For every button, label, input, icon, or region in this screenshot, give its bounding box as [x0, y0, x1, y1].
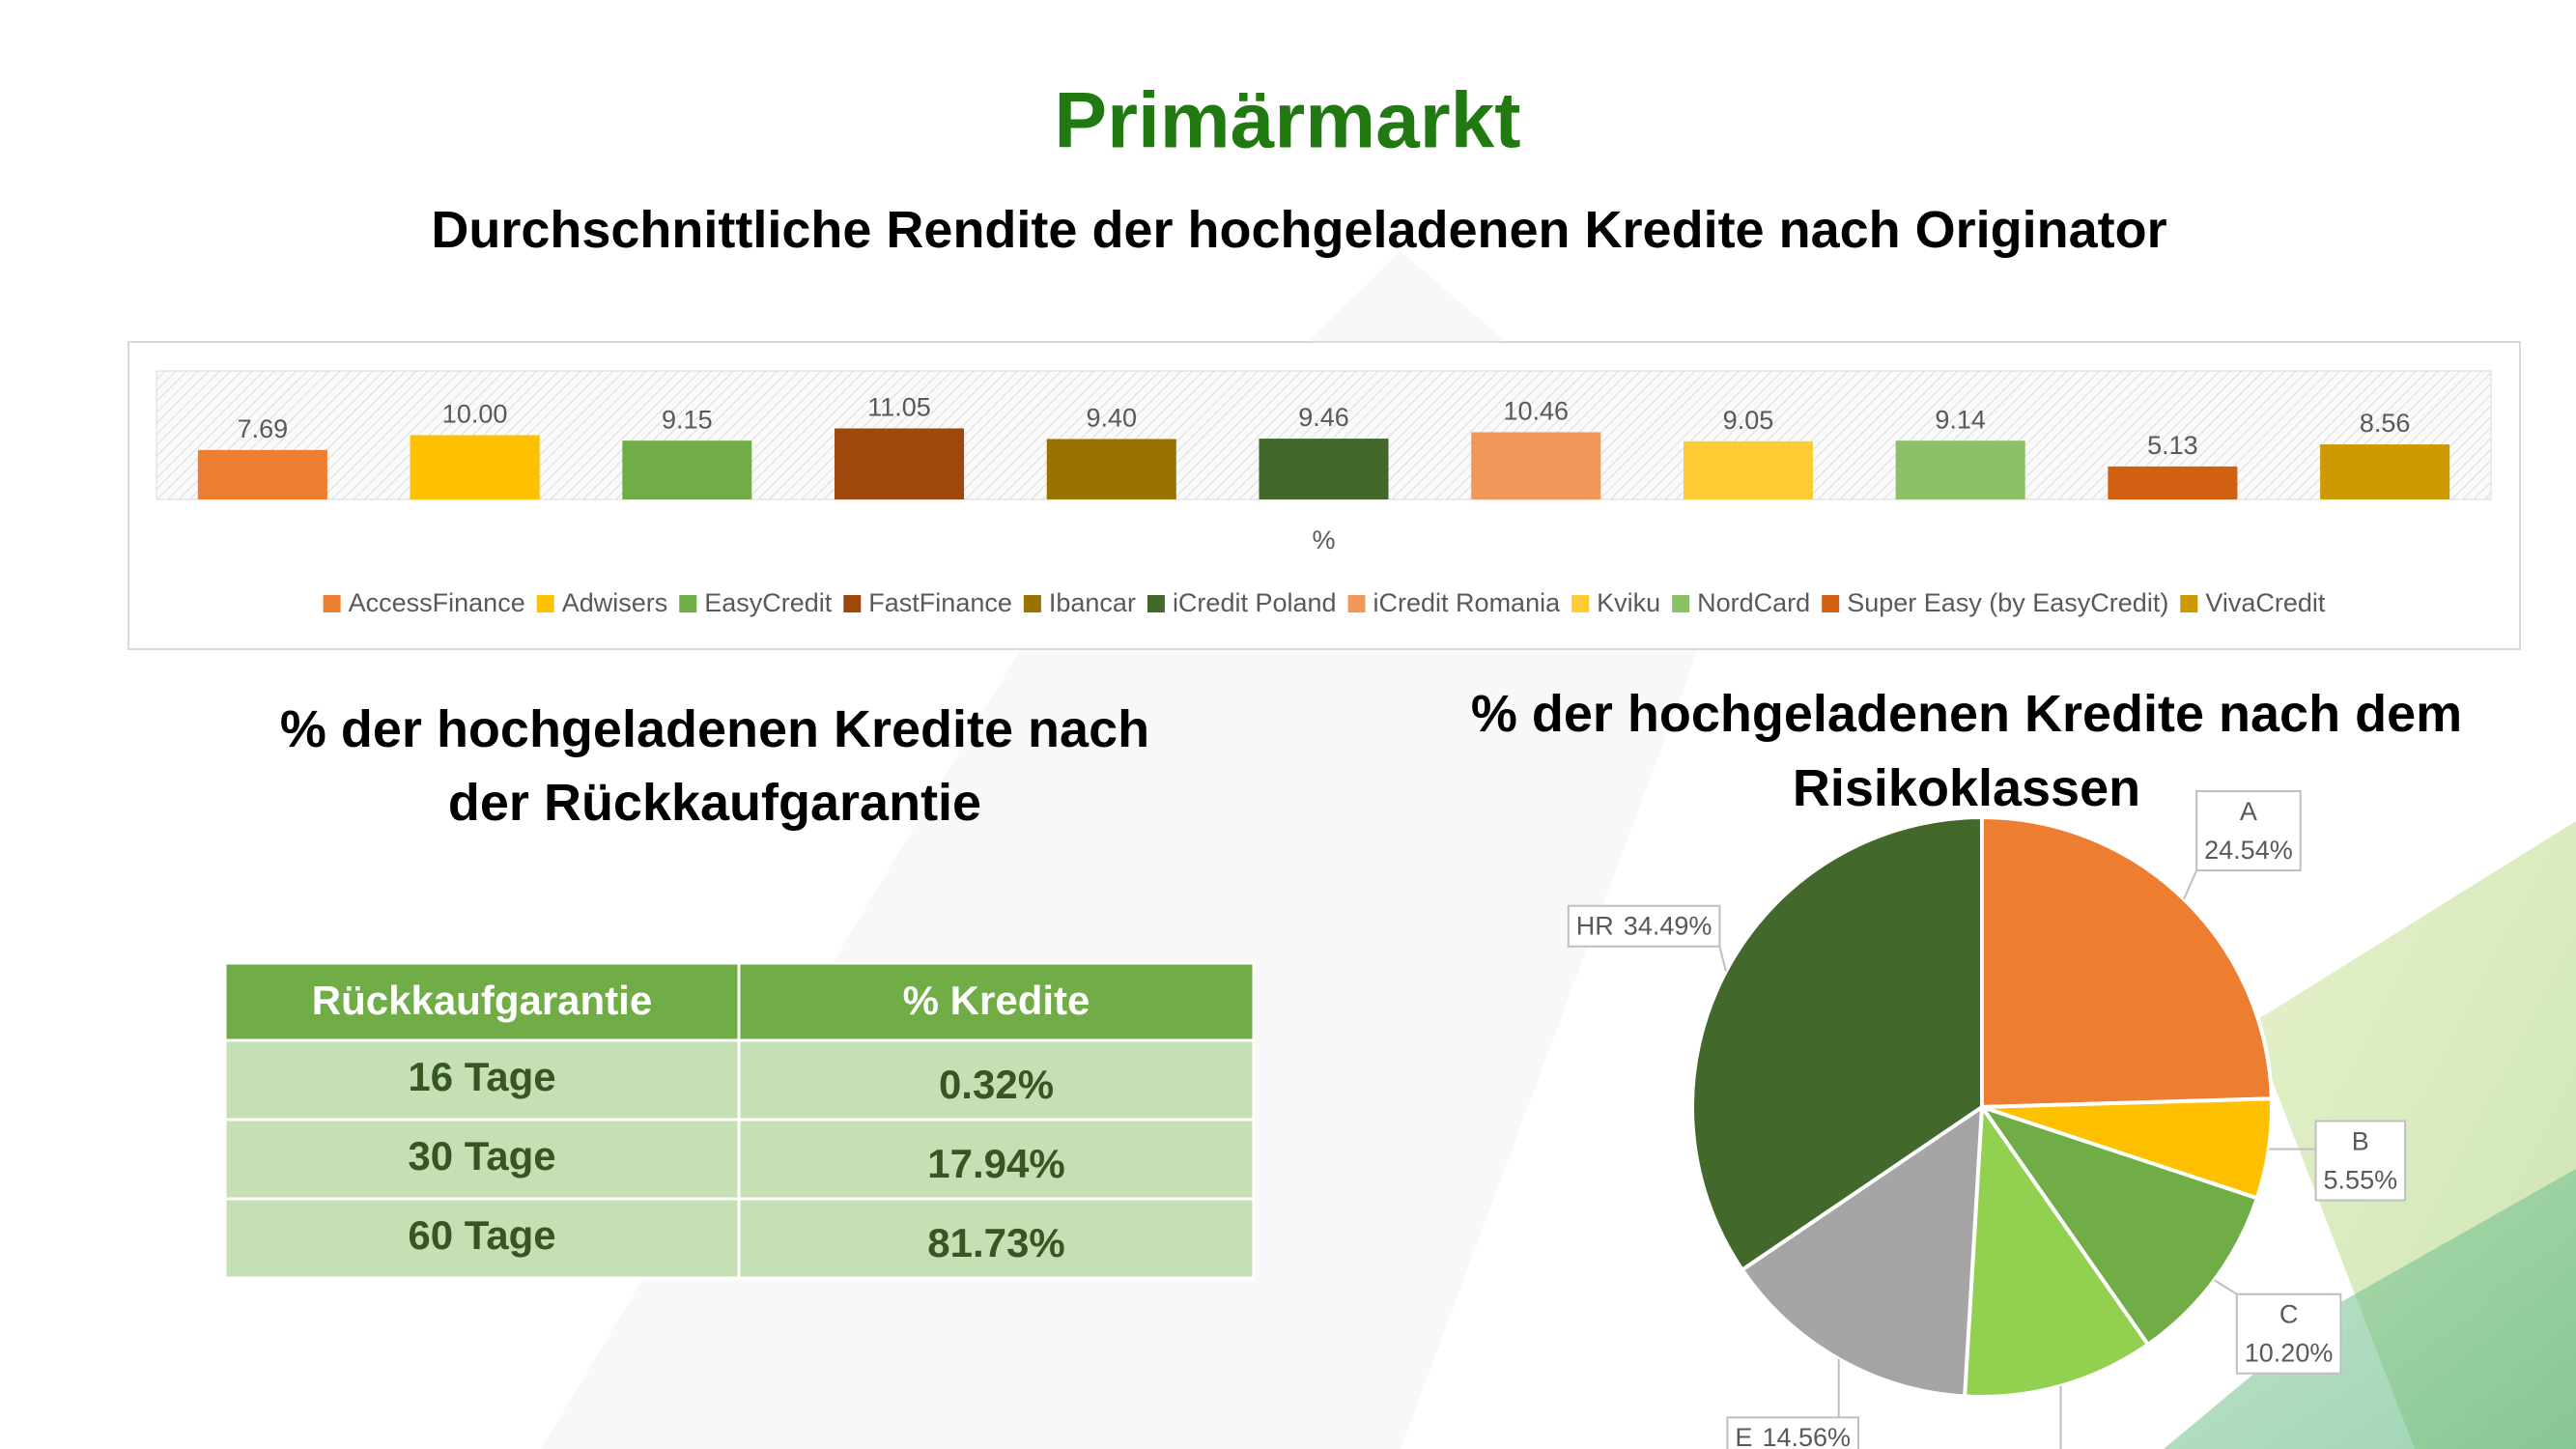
- legend-swatch: [323, 595, 341, 612]
- label-category: HR: [1576, 912, 1614, 941]
- data-label: 10.46: [1503, 397, 1569, 426]
- data-label: 8.56: [2360, 409, 2411, 438]
- data-label-text: A 24.54%: [2204, 797, 2293, 865]
- bar: [835, 428, 965, 499]
- legend-label: FastFinance: [868, 588, 1012, 617]
- legend-label: Ibancar: [1049, 588, 1136, 617]
- legend-swatch: [1822, 595, 1840, 612]
- legend-label: AccessFinance: [349, 588, 525, 617]
- legend-label: Adwisers: [562, 588, 668, 617]
- label-box: [2314, 1120, 2407, 1202]
- legend-swatch: [536, 595, 554, 612]
- label-category: C: [2279, 1300, 2299, 1329]
- chart-title: Durchschnittliche Rendite der hochgelade…: [431, 201, 2166, 259]
- data-label: 9.14: [1935, 405, 1986, 434]
- legend-swatch: [843, 595, 862, 612]
- legend: AccessFinance Adwisers EasyCredit FastFinan…: [323, 588, 2326, 617]
- cell-text: 16 Tage: [408, 1054, 555, 1099]
- data-label: 9.40: [1086, 404, 1137, 433]
- bar: [1895, 440, 2025, 499]
- data-label-text: HR 34.49%: [1576, 912, 1713, 941]
- legend-swatch: [1672, 595, 1690, 612]
- leader-line: [2214, 1279, 2238, 1295]
- label-value: 5.55%: [2324, 1166, 2398, 1195]
- legend-swatch: [1023, 595, 1041, 612]
- legend-label: iCredit Romania: [1373, 588, 1562, 617]
- cell-text: 81.73%: [927, 1220, 1064, 1265]
- label-value: 34.49%: [1624, 912, 1713, 941]
- pie-slice: [1690, 814, 1984, 1273]
- bar: [1046, 439, 1176, 499]
- leader-line: [1718, 946, 1727, 972]
- table-cell: [737, 1118, 1256, 1201]
- data-label: 11.05: [867, 393, 931, 422]
- table-cell: [223, 1038, 741, 1122]
- cell-text: 60 Tage: [408, 1212, 555, 1258]
- label-value: 14.56%: [1762, 1423, 1851, 1449]
- header-text: Rückkaufgarantie: [312, 978, 652, 1023]
- table: % der hochgeladenen Kredite nach der Rück…: [223, 700, 1256, 1280]
- label-box: [1726, 1416, 1860, 1449]
- legend-label: EasyCredit: [704, 588, 833, 617]
- legend-swatch: [1571, 595, 1590, 612]
- legend-label: VivaCredit: [2205, 588, 2326, 617]
- data-label-text: E 14.56%: [1735, 1423, 1851, 1449]
- label-box: [2235, 1293, 2342, 1375]
- chart-title: % der hochgeladenen Kredite nach der Rück…: [280, 700, 1149, 832]
- data-label: 7.69: [238, 414, 289, 443]
- label-category: E: [1735, 1423, 1752, 1449]
- bar: [1471, 432, 1601, 499]
- data-label: 9.05: [1723, 406, 1774, 435]
- data-label: 5.13: [2147, 431, 2198, 460]
- bar-chart: Durchschnittliche Rendite der hochgelade…: [127, 201, 2521, 650]
- label-value: 10.20%: [2245, 1339, 2334, 1368]
- bar: [2320, 444, 2450, 499]
- legend-label: iCredit Poland: [1173, 588, 1337, 617]
- legend-label: Kviku: [1597, 588, 1660, 617]
- header-text: % Kredite: [903, 978, 1090, 1023]
- bar: [1683, 440, 1813, 499]
- legend-swatch: [679, 595, 697, 612]
- data-label: HR 34.49%: [1567, 904, 1721, 948]
- pie-slice: [1980, 814, 2274, 1110]
- bar: [197, 449, 327, 499]
- legend-label: NordCard: [1697, 588, 1810, 617]
- bar: [2108, 466, 2238, 499]
- legend-label: Super Easy (by EasyCredit): [1847, 588, 2168, 617]
- cell-text: 30 Tage: [408, 1133, 555, 1179]
- label-box: [2195, 790, 2302, 872]
- bar: [622, 440, 752, 499]
- legend-swatch: [1347, 595, 1366, 612]
- bar: [1259, 439, 1389, 499]
- data-label: 9.46: [1298, 403, 1349, 432]
- cell-text: 17.94%: [927, 1141, 1064, 1186]
- table-cell: [737, 1197, 1256, 1280]
- data-label: C 10.20%: [2235, 1293, 2342, 1375]
- chart-title: % der hochgeladenen Kredite nach dem Risi…: [1471, 685, 2462, 817]
- cell-text: 0.32%: [939, 1062, 1054, 1107]
- data-label: B 5.55%: [2314, 1120, 2407, 1202]
- legend-swatch: [1146, 595, 1165, 612]
- data-label: A 24.54%: [2195, 790, 2302, 872]
- data-label: 10.00: [442, 400, 508, 429]
- label-category: B: [2352, 1127, 2369, 1156]
- legend-swatch: [2180, 595, 2198, 612]
- slide-title: Primärmarkt: [1054, 77, 1520, 165]
- pie-chart: % der hochgeladenen Kredite nach dem Risi…: [1471, 685, 2462, 1449]
- data-label-text: B 5.55%: [2324, 1127, 2398, 1195]
- leader-line: [2183, 869, 2198, 900]
- label-category: A: [2240, 797, 2257, 826]
- data-label-text: C 10.20%: [2245, 1300, 2334, 1368]
- x-axis-label: %: [1312, 526, 1335, 554]
- label-value: 24.54%: [2204, 836, 2293, 865]
- label-box: [1567, 904, 1721, 948]
- data-label: E 14.56%: [1726, 1416, 1860, 1449]
- data-label: 9.15: [662, 405, 713, 434]
- table-cell: [223, 1197, 741, 1280]
- bar: [410, 435, 540, 499]
